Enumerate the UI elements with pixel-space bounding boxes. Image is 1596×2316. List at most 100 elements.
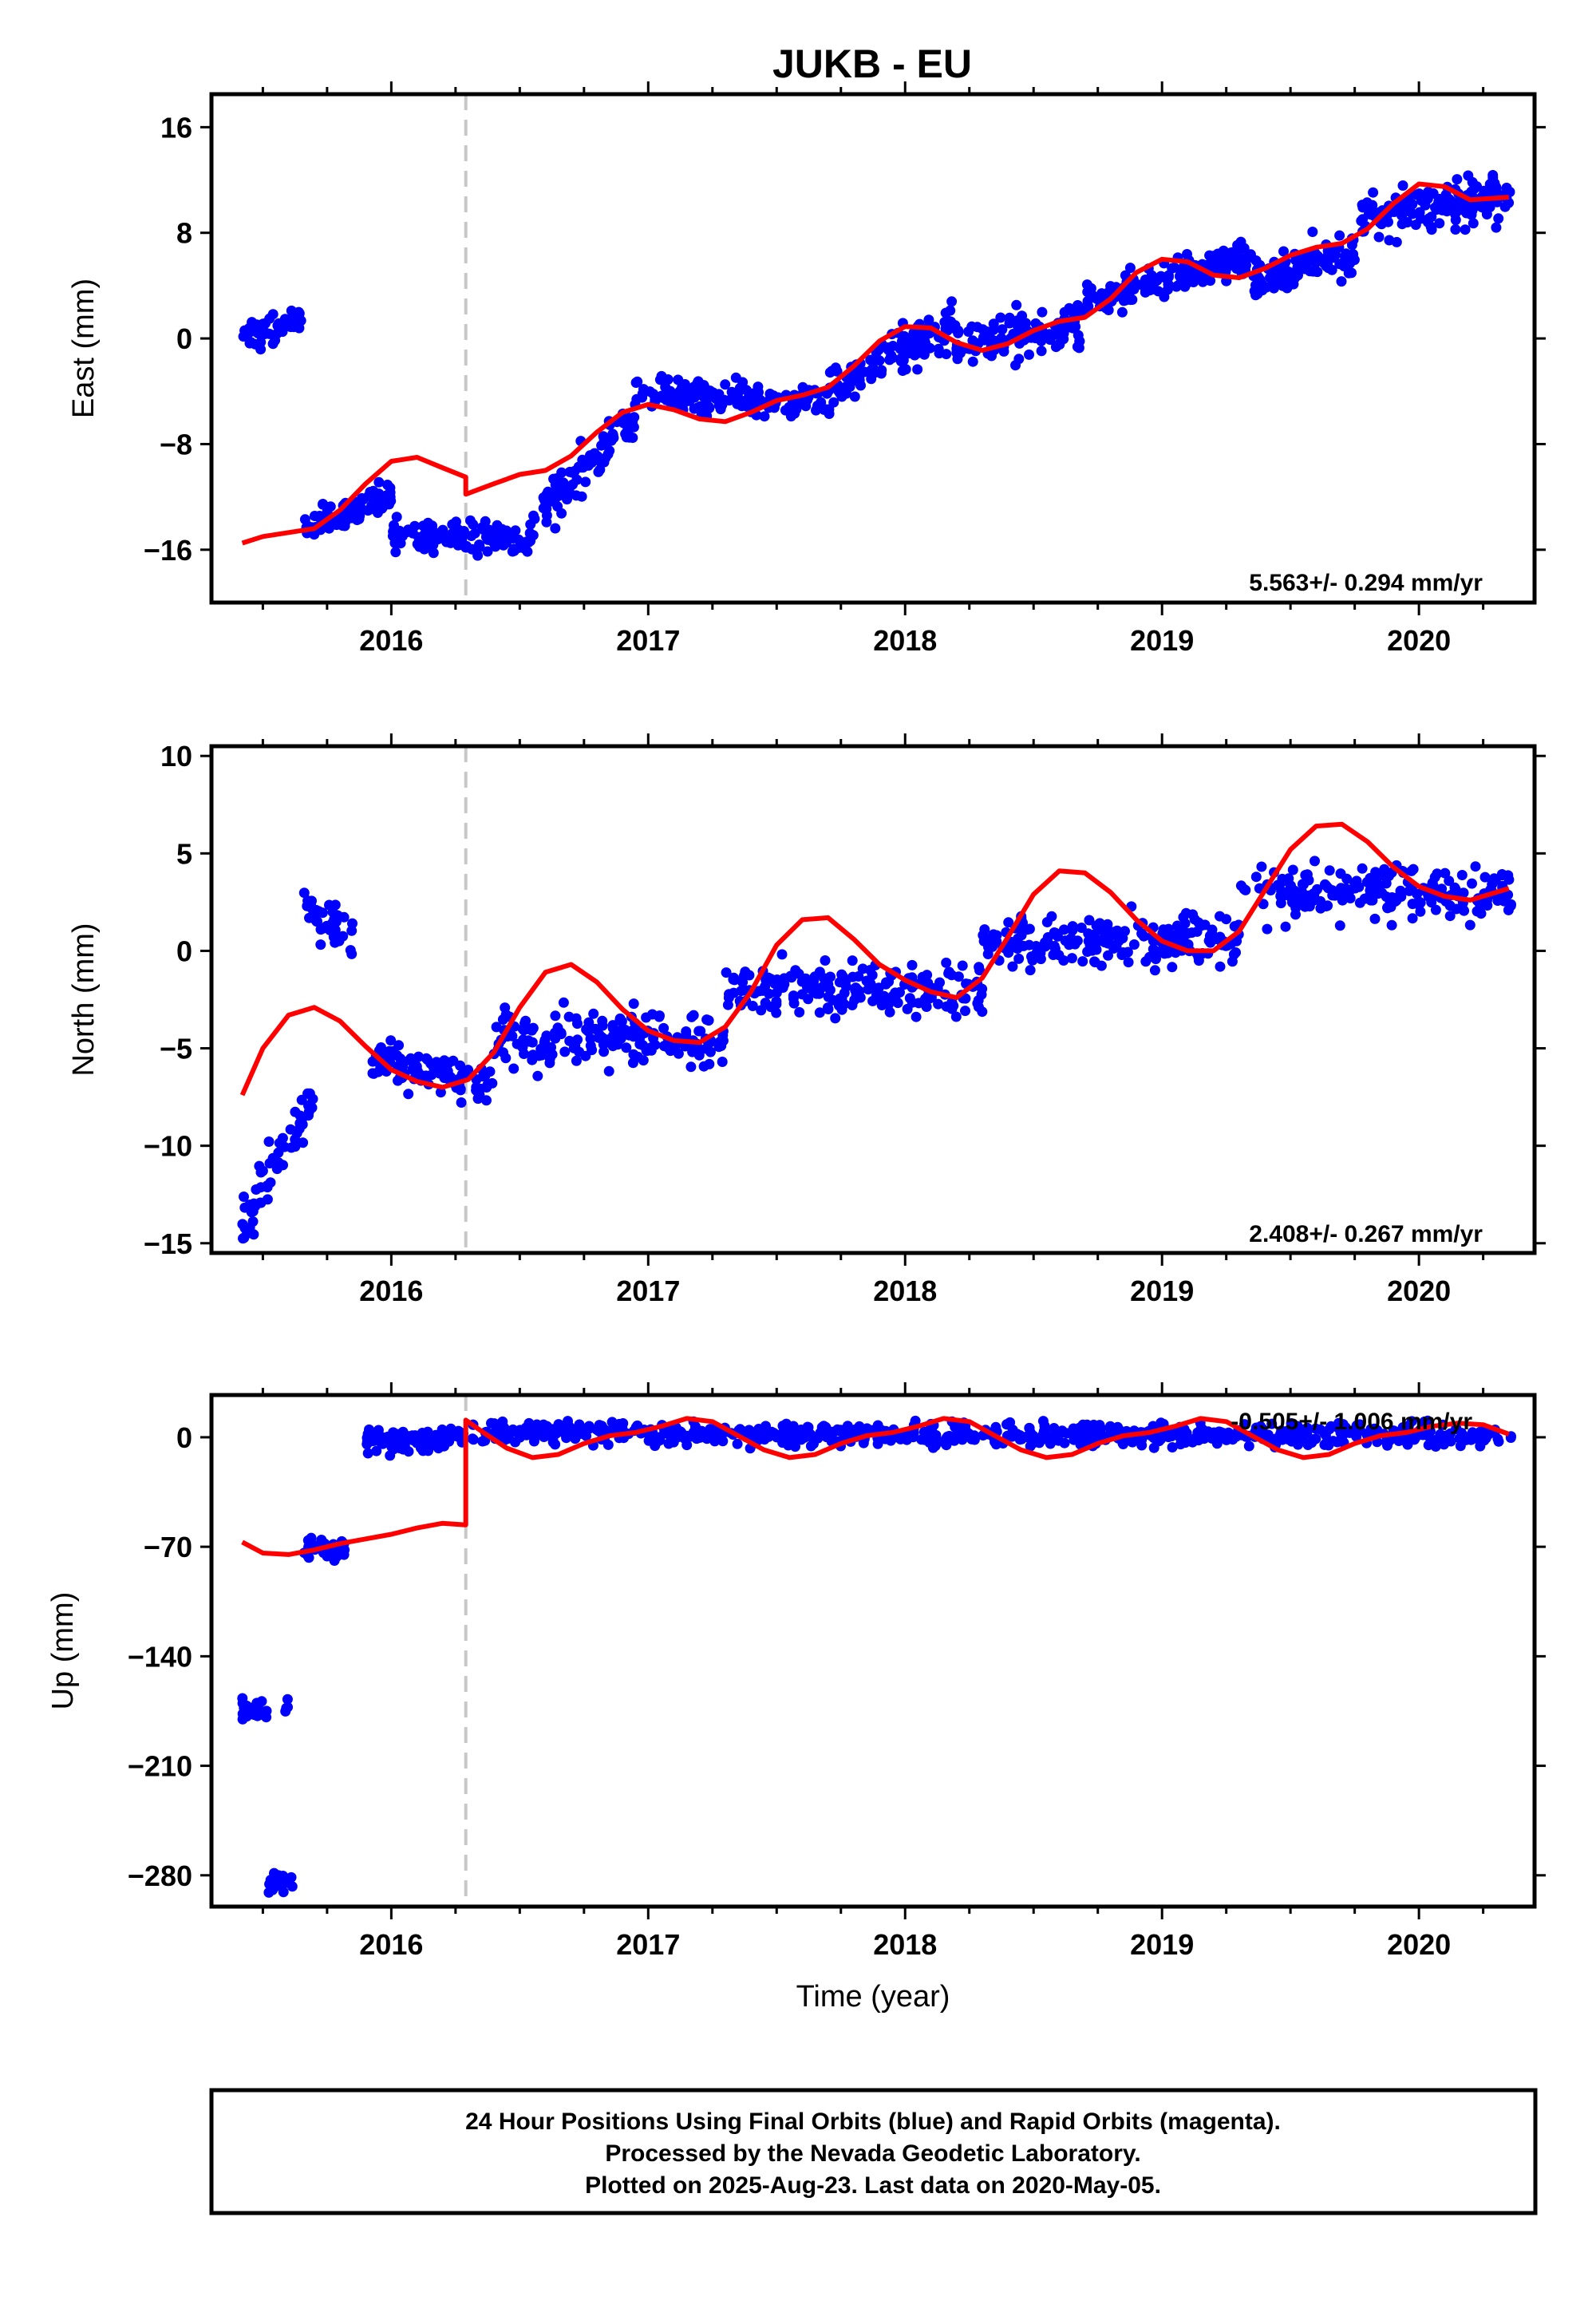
east-point <box>373 476 385 488</box>
east-point <box>550 523 561 534</box>
north-point <box>367 1068 378 1079</box>
up-point <box>618 1418 629 1429</box>
east-point <box>737 377 749 388</box>
east-point <box>854 374 865 385</box>
north-point <box>1357 863 1368 874</box>
north-point <box>298 1137 309 1148</box>
north-point <box>1116 950 1128 960</box>
up-point <box>1276 1425 1287 1437</box>
north-point <box>588 1008 599 1019</box>
east-point <box>583 457 594 468</box>
north-point <box>1256 861 1267 872</box>
up-point <box>1350 1425 1361 1436</box>
north-point <box>688 1010 699 1021</box>
east-point <box>1357 200 1368 211</box>
east-point <box>1270 268 1281 279</box>
chart-title: JUKB - EU <box>772 41 972 86</box>
east-point <box>681 384 692 395</box>
north-frame <box>209 744 1537 1255</box>
up-point <box>528 1436 539 1447</box>
up-point <box>500 1426 512 1437</box>
north-point <box>324 899 334 911</box>
east-point <box>541 516 552 528</box>
east-point <box>1326 264 1337 275</box>
up-point <box>950 1421 961 1433</box>
up-point <box>969 1430 980 1441</box>
east-point <box>1250 255 1262 266</box>
north-point <box>1310 856 1320 867</box>
up-point <box>780 1433 791 1444</box>
east-point <box>1145 275 1156 287</box>
north-point <box>298 887 310 899</box>
north-point <box>463 1065 474 1076</box>
east-point <box>918 349 930 360</box>
north-point <box>546 1041 556 1053</box>
east-xtick-label: 2019 <box>1130 624 1194 657</box>
up-point <box>264 1879 275 1890</box>
east-point <box>1140 287 1151 298</box>
north-point <box>1334 920 1345 931</box>
north-point <box>946 1003 958 1014</box>
north-point <box>1250 871 1262 883</box>
east-point <box>689 403 700 414</box>
north-point <box>1053 950 1065 961</box>
north-point <box>484 1066 496 1077</box>
north-point <box>703 1015 714 1026</box>
north-point <box>1407 913 1418 924</box>
east-point <box>780 405 791 416</box>
up-point <box>269 1867 279 1879</box>
up-point <box>1049 1423 1060 1433</box>
north-point <box>1479 871 1491 883</box>
east-point <box>1423 190 1434 201</box>
east-point <box>1017 310 1028 322</box>
north-point <box>1407 899 1418 910</box>
east-point <box>1452 174 1463 185</box>
east-point <box>1124 263 1136 274</box>
north-point <box>1287 864 1298 875</box>
up-point <box>280 1705 291 1717</box>
up-point <box>437 1424 448 1435</box>
east-point <box>997 324 1008 335</box>
up-ytick-label: −210 <box>128 1750 192 1783</box>
north-point <box>681 1026 692 1037</box>
north-point <box>1120 926 1130 937</box>
up-point <box>949 1435 960 1446</box>
north-point <box>550 1010 561 1022</box>
north-point <box>641 1012 652 1023</box>
east-point <box>246 337 257 348</box>
up-point <box>608 1421 619 1432</box>
north-point <box>315 924 326 935</box>
east-point <box>661 388 672 399</box>
north-point <box>852 992 863 1003</box>
up-point <box>376 1437 387 1448</box>
north-point <box>830 1013 841 1024</box>
east-xtick-label: 2018 <box>873 624 937 657</box>
north-point <box>1329 890 1341 901</box>
east-model-line <box>241 181 1510 546</box>
east-point <box>940 307 951 318</box>
north-point <box>439 1055 450 1066</box>
east-point <box>867 355 879 366</box>
north-point <box>472 1086 483 1097</box>
east-point <box>564 466 575 477</box>
east-point <box>466 531 477 541</box>
north-point <box>242 1228 253 1239</box>
east-point <box>846 373 857 384</box>
east-point <box>1222 262 1233 273</box>
north-point <box>1013 953 1025 964</box>
up-point <box>486 1417 496 1429</box>
north-ytick-label: −10 <box>144 1130 192 1163</box>
north-point <box>1298 879 1309 890</box>
north-point <box>1353 881 1365 892</box>
north-point <box>347 918 358 929</box>
north-point <box>1415 897 1426 908</box>
north-point <box>403 1089 414 1100</box>
north-point <box>1432 868 1443 879</box>
north-point <box>950 1011 962 1022</box>
east-point <box>1450 224 1461 235</box>
north-xtick-label: 2017 <box>616 1275 680 1307</box>
up-point <box>362 1448 373 1459</box>
north-point <box>1140 956 1152 967</box>
east-point <box>357 492 367 504</box>
up-point <box>822 1426 833 1437</box>
